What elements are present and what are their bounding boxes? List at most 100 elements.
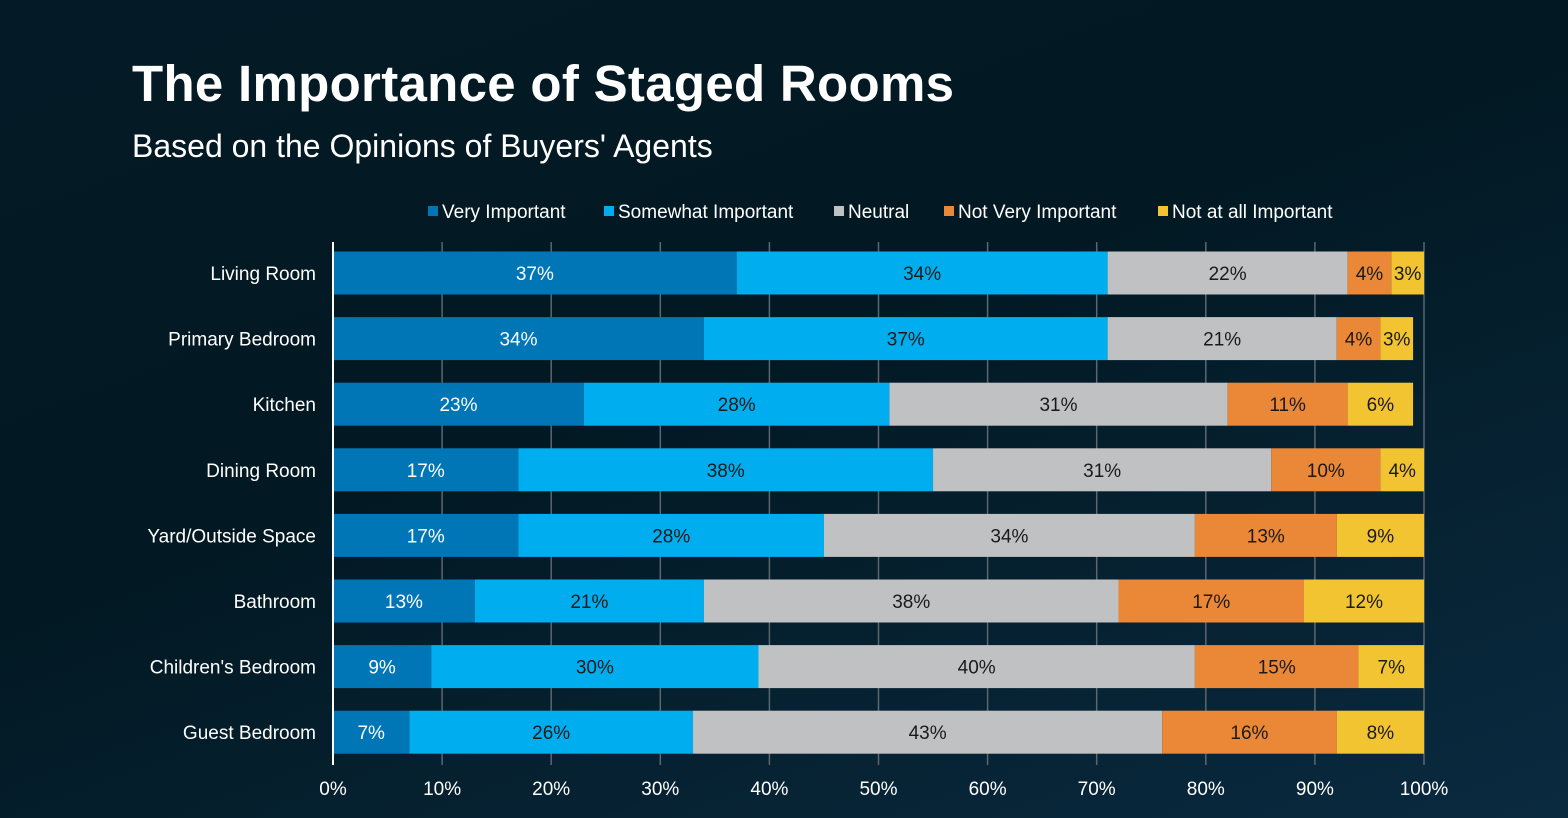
bar-segment (333, 448, 519, 492)
data-label: 34% (499, 330, 537, 351)
category-label: Living Room (210, 264, 316, 285)
x-tick-label: 20% (532, 779, 570, 800)
data-label: 17% (407, 526, 445, 547)
bar-segment (1380, 317, 1414, 361)
category-label: Kitchen (253, 395, 316, 416)
data-label: 34% (990, 526, 1028, 547)
data-label: 31% (1039, 395, 1077, 416)
data-label: 17% (407, 461, 445, 482)
bar-segment (474, 579, 704, 623)
category-label: Guest Bedroom (183, 723, 316, 744)
legend-swatch (428, 206, 438, 216)
data-label: 10% (1307, 461, 1345, 482)
x-tick-label: 70% (1078, 779, 1116, 800)
bar-segment (758, 645, 1195, 689)
data-label: 31% (1083, 461, 1121, 482)
bar-segment (333, 710, 410, 754)
data-label: 16% (1230, 723, 1268, 744)
bar-segment (333, 579, 475, 623)
bar-segment (1391, 251, 1424, 295)
bar-segment (823, 513, 1195, 557)
data-label: 21% (570, 592, 608, 613)
legend-swatch (944, 206, 954, 216)
x-tick-label: 90% (1296, 779, 1334, 800)
bar-segment (333, 645, 432, 689)
bar-segment (933, 448, 1272, 492)
bar-segment (333, 251, 737, 295)
data-label: 9% (1367, 526, 1395, 547)
category-label: Dining Room (206, 461, 316, 482)
bar-segment (583, 382, 890, 426)
category-label: Bathroom (234, 592, 316, 613)
bar-segment (1194, 513, 1337, 557)
data-label: 43% (909, 723, 947, 744)
data-label: 15% (1258, 658, 1296, 679)
bar-segment (1336, 317, 1381, 361)
data-label: 28% (718, 395, 756, 416)
bar-segment (703, 317, 1108, 361)
bar-segment (1227, 382, 1348, 426)
bar-segment (1347, 382, 1414, 426)
legend-label: Somewhat Important (618, 202, 794, 223)
bar-segment (693, 710, 1163, 754)
data-label: 30% (576, 658, 614, 679)
data-label: 13% (1247, 526, 1285, 547)
bar-segment (333, 513, 519, 557)
bar-segment (1336, 513, 1424, 557)
data-label: 21% (1203, 330, 1241, 351)
x-tick-label: 40% (750, 779, 788, 800)
x-tick-label: 60% (969, 779, 1007, 800)
bar-segment (703, 579, 1119, 623)
chart-subtitle: Based on the Opinions of Buyers' Agents (132, 128, 713, 164)
category-label: Yard/Outside Space (147, 526, 316, 547)
bar-segment (518, 513, 824, 557)
data-label: 34% (903, 264, 941, 285)
bar-segment (1358, 645, 1424, 689)
bar-segment (1336, 710, 1424, 754)
data-label: 37% (887, 330, 925, 351)
legend-label: Not at all Important (1172, 202, 1333, 223)
x-tick-label: 50% (859, 779, 897, 800)
bar-segment (333, 317, 704, 361)
data-label: 7% (357, 723, 385, 744)
data-label: 28% (652, 526, 690, 547)
bar-segment (1347, 251, 1392, 295)
legend-label: Very Important (442, 202, 566, 223)
chart-title: The Importance of Staged Rooms (132, 55, 955, 112)
x-tick-label: 100% (1400, 779, 1449, 800)
bar-segment (1303, 579, 1424, 623)
legend-label: Not Very Important (958, 202, 1117, 223)
data-label: 12% (1345, 592, 1383, 613)
x-tick-label: 80% (1187, 779, 1225, 800)
data-label: 4% (1345, 330, 1373, 351)
bar-segment (431, 645, 759, 689)
bar-segment (518, 448, 934, 492)
data-label: 37% (516, 264, 554, 285)
data-label: 13% (385, 592, 423, 613)
legend-swatch (604, 206, 614, 216)
bar-segment (1118, 579, 1304, 623)
bar-segment (333, 382, 584, 426)
x-tick-label: 30% (641, 779, 679, 800)
data-label: 7% (1378, 658, 1406, 679)
category-label: Children's Bedroom (150, 658, 316, 679)
data-label: 26% (532, 723, 570, 744)
data-label: 4% (1388, 461, 1416, 482)
bar-segment (1380, 448, 1424, 492)
data-label: 3% (1383, 330, 1411, 351)
legend-label: Neutral (848, 202, 909, 223)
data-label: 38% (707, 461, 745, 482)
data-label: 6% (1367, 395, 1395, 416)
data-label: 11% (1269, 395, 1306, 416)
bar-segment (889, 382, 1228, 426)
data-label: 38% (892, 592, 930, 613)
x-tick-label: 10% (423, 779, 461, 800)
bar-segment (1271, 448, 1381, 492)
data-label: 40% (958, 658, 996, 679)
data-label: 4% (1356, 264, 1384, 285)
data-label: 22% (1209, 264, 1247, 285)
category-label: Primary Bedroom (168, 330, 316, 351)
data-label: 9% (368, 658, 396, 679)
bar-segment (1107, 317, 1337, 361)
